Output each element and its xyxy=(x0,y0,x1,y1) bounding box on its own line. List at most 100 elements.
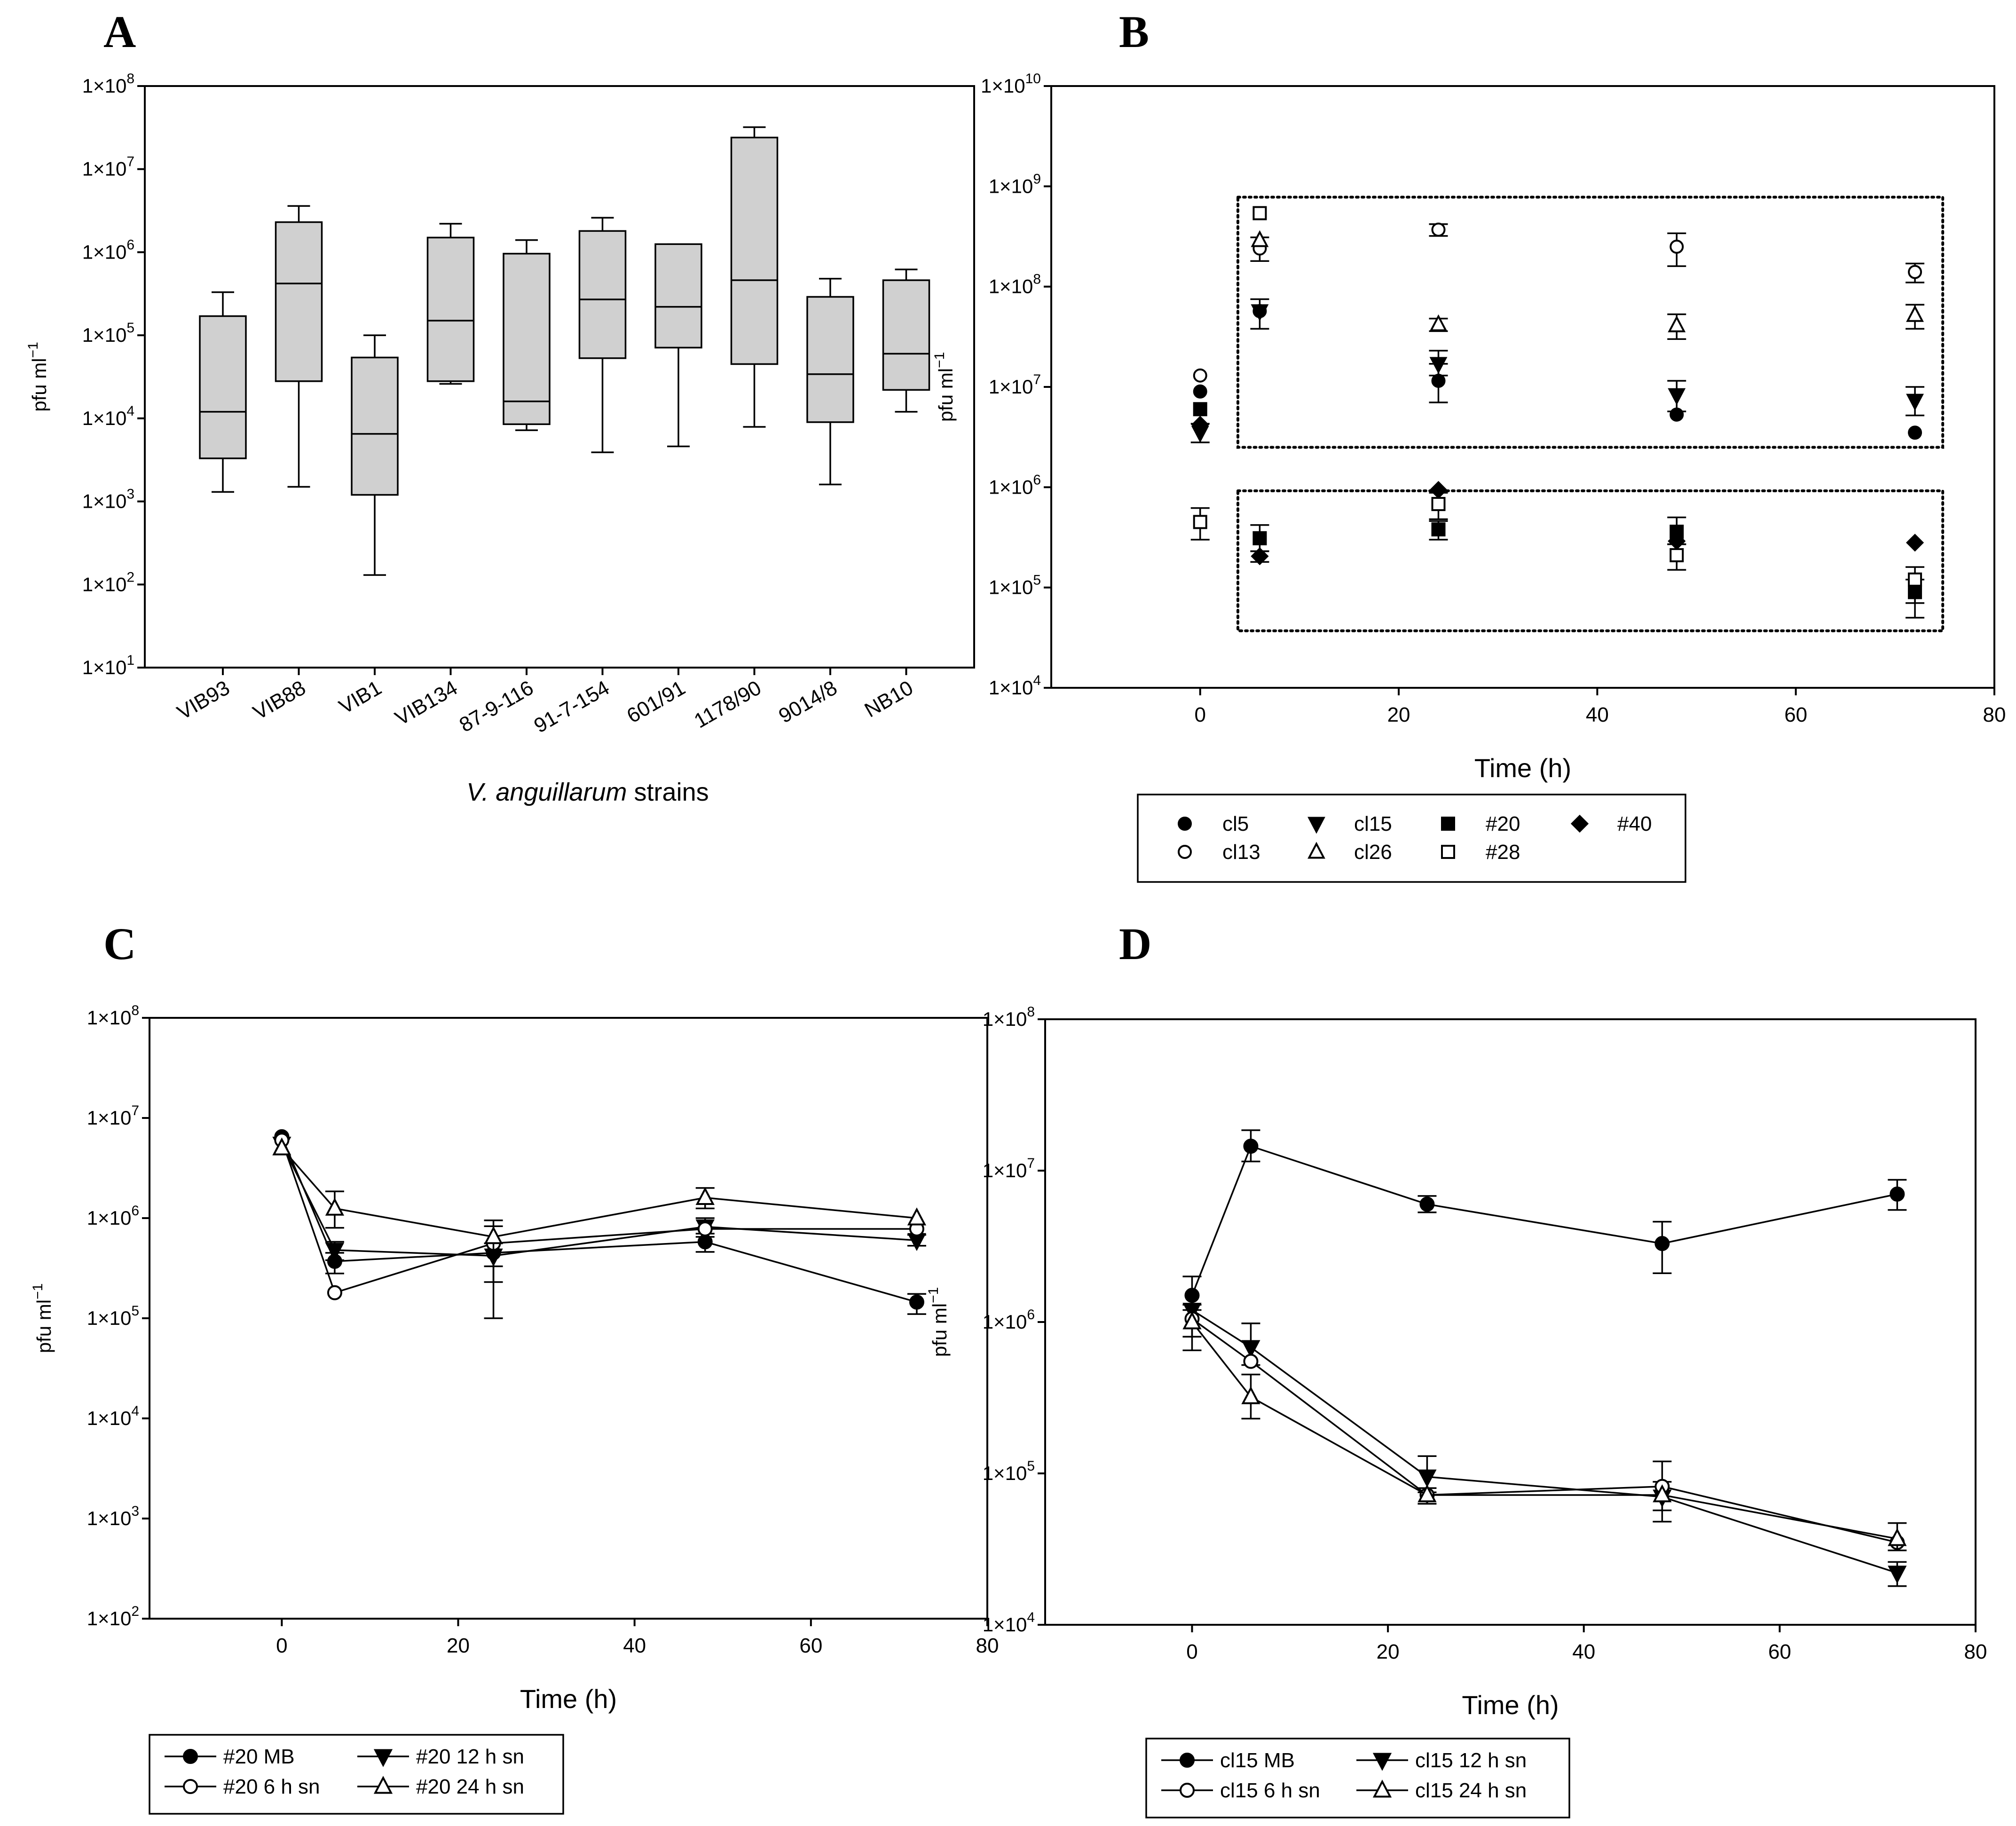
data-point xyxy=(1431,522,1446,536)
y-tick-label: 1×108 xyxy=(87,1003,139,1029)
x-tick-label: 0 xyxy=(1186,1640,1197,1663)
series-cl15 12 h sn xyxy=(1182,1303,1907,1587)
data-point xyxy=(1908,425,1922,440)
data-point xyxy=(1890,1186,1905,1202)
data-point xyxy=(1193,402,1207,417)
series-cl13 xyxy=(1193,222,1925,383)
legend-label: cl5 xyxy=(1222,812,1249,835)
legend-item-cl15 MB: cl15 MB xyxy=(1161,1749,1295,1772)
legend-item-cl15: cl15 xyxy=(1307,812,1392,835)
y-tick-label: 1×108 xyxy=(989,272,1041,298)
legend-item-#20: #20 xyxy=(1441,812,1520,835)
legend-label: #20 6 h sn xyxy=(223,1775,320,1798)
y-tick-base: 1×10 xyxy=(82,241,127,263)
data-point xyxy=(327,1285,342,1300)
y-axis-title: pfu ml−1 xyxy=(926,1287,951,1357)
legend-label: #40 xyxy=(1617,812,1652,835)
y-tick-exponent: 6 xyxy=(131,1203,139,1219)
box-VIB93 xyxy=(199,291,247,493)
legend-item-cl5: cl5 xyxy=(1178,812,1249,835)
dotted-group-box xyxy=(1236,196,1945,449)
box-9014/8 xyxy=(806,278,854,486)
y-tick-label: 1×107 xyxy=(87,1103,139,1129)
x-tick-label: VIB88 xyxy=(249,676,309,724)
series-#28 xyxy=(1190,206,1925,619)
data-point xyxy=(325,1243,345,1261)
data-point xyxy=(484,1226,503,1244)
legend-item-#20 MB: #20 MB xyxy=(165,1745,295,1768)
data-point xyxy=(272,1137,291,1156)
data-point xyxy=(1908,265,1922,279)
legend: #20 MB #20 12 h sn #20 6 h sn #20 24 h sn xyxy=(149,1734,564,1815)
y-tick-exponent: 9 xyxy=(1033,171,1041,187)
y-tick-exponent: 8 xyxy=(1027,1004,1035,1020)
box-iqr xyxy=(730,136,779,365)
y-tick-exponent: 6 xyxy=(126,237,134,252)
x-axis-title: V. anguillarum strains xyxy=(466,778,709,806)
x-tick-label: 80 xyxy=(976,1634,999,1657)
y-tick-label: 1×102 xyxy=(87,1604,139,1629)
x-tick-label: 9014/8 xyxy=(775,676,841,728)
x-axis-title-italic: V. anguillarum xyxy=(466,778,627,806)
y-tick-base: 1×10 xyxy=(983,1613,1027,1636)
y-tick-base: 1×10 xyxy=(989,576,1033,598)
y-axis-title-sup: −1 xyxy=(25,342,41,358)
y-tick-base: 1×10 xyxy=(87,1207,132,1229)
y-tick-exponent: 5 xyxy=(1027,1458,1035,1474)
box-NB10 xyxy=(882,268,930,413)
data-point xyxy=(1251,547,1269,566)
box-iqr xyxy=(806,296,854,423)
data-point xyxy=(1654,1236,1670,1251)
y-tick-label: 1×108 xyxy=(983,1004,1035,1030)
y-tick-exponent: 4 xyxy=(1033,673,1041,688)
y-axis-title-sup: −1 xyxy=(932,352,947,368)
y-tick-base: 1×10 xyxy=(983,1311,1027,1333)
box-VIB134 xyxy=(426,223,475,385)
y-tick-base: 1×10 xyxy=(989,175,1033,197)
data-point xyxy=(1888,1566,1907,1584)
series-line xyxy=(281,1136,917,1303)
box-601/91 xyxy=(654,243,702,448)
y-tick-exponent: 6 xyxy=(1027,1307,1035,1322)
legend-label: cl15 12 h sn xyxy=(1415,1749,1527,1772)
legend-label: #28 xyxy=(1486,841,1520,864)
data-point xyxy=(1906,305,1924,322)
y-tick-exponent: 4 xyxy=(131,1403,139,1419)
data-point xyxy=(697,1221,713,1236)
series-cl15 24 h sn xyxy=(1182,1304,1907,1551)
data-point xyxy=(1243,1354,1259,1369)
series-cl15 MB xyxy=(1182,1129,1907,1311)
data-point xyxy=(1431,374,1446,388)
data-point xyxy=(1668,388,1686,405)
legend-marker xyxy=(373,1776,393,1794)
legend-label: cl15 MB xyxy=(1220,1749,1295,1772)
series-cl26 xyxy=(1251,230,1925,340)
series-cl15 xyxy=(1190,304,1925,443)
series-line xyxy=(1191,1318,1898,1543)
legend-label: cl15 6 h sn xyxy=(1220,1779,1320,1802)
x-tick-label: 91-7-154 xyxy=(530,676,613,738)
data-point xyxy=(1251,230,1269,247)
box-91-7-154 xyxy=(578,217,627,453)
box-iqr xyxy=(654,243,702,349)
plot-frame xyxy=(149,1017,988,1620)
x-tick-label: 0 xyxy=(276,1634,287,1657)
legend-item-#20 24 h sn: #20 24 h sn xyxy=(357,1775,524,1798)
y-axis-title: pfu ml−1 xyxy=(932,352,957,422)
y-tick-exponent: 10 xyxy=(1025,71,1041,87)
y-tick-exponent: 7 xyxy=(1027,1156,1035,1171)
y-tick-base: 1×10 xyxy=(82,158,127,180)
legend-marker xyxy=(1441,845,1455,859)
x-tick-label: 601/91 xyxy=(623,676,689,728)
y-axis-title-sup: −1 xyxy=(30,1283,46,1299)
y-tick-label: 1×106 xyxy=(87,1203,139,1229)
data-point xyxy=(1668,315,1686,332)
data-point xyxy=(695,1187,715,1205)
data-point xyxy=(1193,384,1207,399)
y-tick-exponent: 5 xyxy=(131,1303,139,1319)
data-point xyxy=(1252,531,1267,545)
y-tick-label: 1×106 xyxy=(989,472,1041,498)
y-tick-exponent: 3 xyxy=(126,487,134,502)
x-tick-label: 60 xyxy=(1768,1640,1791,1663)
legend-item-cl15 12 h sn: cl15 12 h sn xyxy=(1356,1749,1527,1772)
